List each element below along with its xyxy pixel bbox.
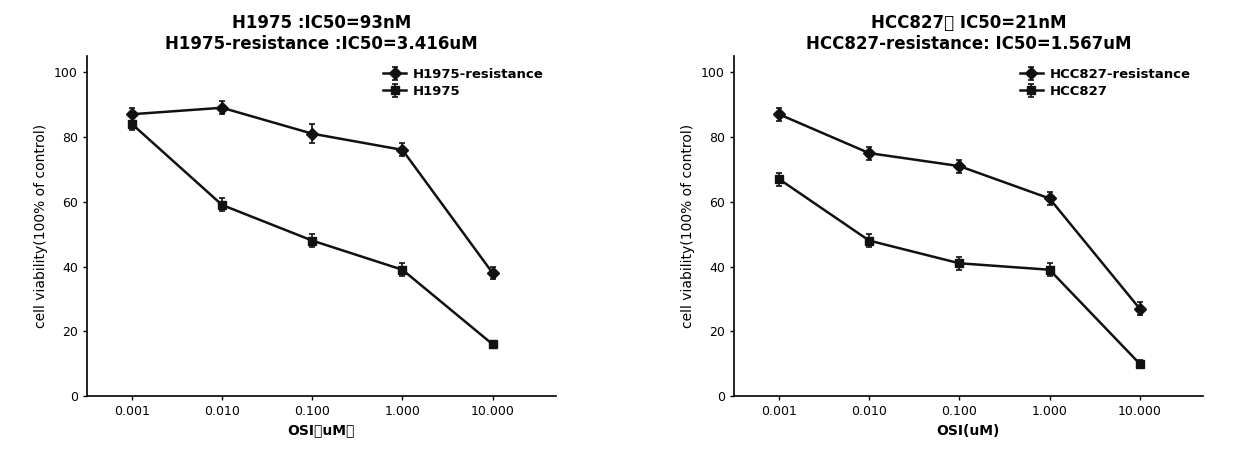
Legend: HCC827-resistance, HCC827: HCC827-resistance, HCC827 — [1014, 62, 1197, 103]
X-axis label: OSI(uM): OSI(uM) — [936, 424, 999, 438]
X-axis label: OSI（uM）: OSI（uM） — [288, 424, 355, 438]
Title: HCC827： IC50=21nM
HCC827-resistance: IC50=1.567uM: HCC827： IC50=21nM HCC827-resistance: IC5… — [806, 14, 1131, 53]
Y-axis label: cell viability(100% of control): cell viability(100% of control) — [682, 124, 696, 328]
Legend: H1975-resistance, H1975: H1975-resistance, H1975 — [377, 62, 549, 103]
Title: H1975 :IC50=93nM
H1975-resistance :IC50=3.416uM: H1975 :IC50=93nM H1975-resistance :IC50=… — [165, 14, 477, 53]
Y-axis label: cell viability(100% of control): cell viability(100% of control) — [35, 124, 48, 328]
